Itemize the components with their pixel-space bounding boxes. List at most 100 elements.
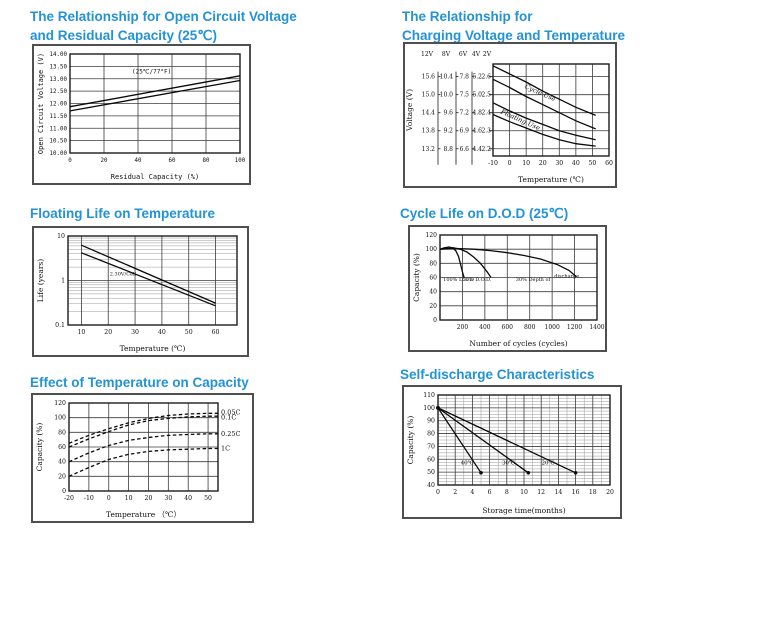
svg-text:10: 10 bbox=[77, 329, 85, 336]
svg-text:Capacity (%): Capacity (%) bbox=[35, 423, 44, 472]
chart-box-charging-voltage-vs-temperature: -10 0 10 20 30 40 50 60 12V 15.6 15.0 14.4 13.8 13.2 8… bbox=[403, 42, 617, 188]
svg-text:2: 2 bbox=[453, 489, 457, 496]
svg-text:60: 60 bbox=[429, 275, 437, 282]
svg-text:8V: 8V bbox=[442, 51, 451, 58]
svg-text:0.05C: 0.05C bbox=[221, 409, 240, 417]
svg-text:30% Depth of: 30% Depth of bbox=[516, 277, 552, 283]
svg-text:13.8: 13.8 bbox=[422, 128, 436, 135]
svg-text:10: 10 bbox=[522, 160, 530, 167]
svg-text:Number of cycles (cycles): Number of cycles (cycles) bbox=[469, 339, 567, 348]
svg-text:50: 50 bbox=[185, 329, 193, 336]
svg-text:7.2: 7.2 bbox=[459, 110, 469, 117]
svg-text:20: 20 bbox=[58, 473, 66, 480]
svg-text:40: 40 bbox=[427, 482, 435, 489]
svg-text:60: 60 bbox=[427, 456, 435, 463]
svg-text:40: 40 bbox=[572, 160, 580, 167]
svg-text:6.6: 6.6 bbox=[459, 146, 469, 153]
svg-text:6V: 6V bbox=[459, 51, 468, 58]
svg-text:2.4: 2.4 bbox=[481, 110, 491, 117]
svg-text:4.6: 4.6 bbox=[472, 128, 482, 135]
svg-text:100: 100 bbox=[235, 158, 246, 164]
svg-text:2.30V/Cell: 2.30V/Cell bbox=[110, 272, 137, 278]
svg-text:30℃: 30℃ bbox=[502, 459, 515, 466]
svg-text:1000: 1000 bbox=[545, 324, 560, 331]
svg-text:200: 200 bbox=[457, 324, 469, 331]
svg-text:13.2: 13.2 bbox=[422, 146, 436, 153]
svg-text:50: 50 bbox=[427, 469, 435, 476]
svg-text:0: 0 bbox=[436, 489, 440, 496]
svg-text:80: 80 bbox=[58, 429, 66, 436]
svg-text:10.00: 10.00 bbox=[50, 151, 68, 157]
svg-text:100% D.O.D: 100% D.O.D bbox=[443, 277, 474, 283]
chart-canvas-cycle-life-vs-dod: 200 400 600 800 1000 1200 1400 0 20 40 60 80 100 120 1… bbox=[412, 232, 605, 348]
svg-text:80: 80 bbox=[429, 260, 437, 267]
svg-text:13.00: 13.00 bbox=[50, 77, 68, 83]
chart-title-line: The Relationship for bbox=[402, 9, 533, 24]
svg-text:Temperature (℃): Temperature (℃) bbox=[120, 344, 186, 353]
svg-text:1: 1 bbox=[61, 278, 65, 285]
svg-text:Cycle Use: Cycle Use bbox=[524, 82, 557, 103]
svg-text:40: 40 bbox=[135, 158, 142, 164]
svg-text:120: 120 bbox=[426, 232, 438, 239]
svg-text:1C: 1C bbox=[221, 444, 230, 452]
svg-text:100: 100 bbox=[423, 405, 435, 412]
svg-text:16: 16 bbox=[572, 489, 580, 496]
svg-text:30: 30 bbox=[131, 329, 139, 336]
chart-title-line: Floating Life on Temperature bbox=[30, 206, 216, 221]
svg-text:Voltage (V): Voltage (V) bbox=[405, 89, 414, 132]
svg-text:10.4: 10.4 bbox=[440, 74, 454, 81]
svg-text:4.8: 4.8 bbox=[472, 110, 482, 117]
svg-text:2.2: 2.2 bbox=[481, 146, 491, 153]
svg-text:2.3: 2.3 bbox=[481, 128, 491, 135]
svg-text:110: 110 bbox=[423, 392, 435, 399]
svg-text:60: 60 bbox=[169, 158, 176, 164]
svg-text:2.5: 2.5 bbox=[481, 92, 491, 99]
svg-text:9.2: 9.2 bbox=[443, 128, 453, 135]
svg-text:10: 10 bbox=[520, 489, 528, 496]
svg-text:4.4: 4.4 bbox=[472, 146, 482, 153]
svg-text:8: 8 bbox=[505, 489, 509, 496]
svg-text:6: 6 bbox=[488, 489, 492, 496]
svg-text:20: 20 bbox=[104, 329, 112, 336]
chart-canvas-temperature-effect-on-capacity: -20 -10 0 10 20 30 40 50 0 20 40 60 80 100 120 0.05C0.1… bbox=[35, 400, 240, 519]
svg-text:100: 100 bbox=[426, 246, 438, 253]
svg-text:40: 40 bbox=[58, 459, 66, 466]
chart-title-open-circuit-voltage-vs-residual-capacity: The Relationship for Open Circuit Voltag… bbox=[30, 8, 297, 45]
svg-text:-10: -10 bbox=[488, 160, 498, 167]
svg-text:Temperature （℃）: Temperature （℃） bbox=[106, 510, 181, 519]
svg-text:50% D.O.D.: 50% D.O.D. bbox=[463, 277, 492, 283]
svg-text:Life (years): Life (years) bbox=[36, 259, 45, 302]
svg-text:0: 0 bbox=[107, 495, 111, 502]
svg-text:10: 10 bbox=[125, 495, 133, 502]
svg-text:20: 20 bbox=[429, 303, 437, 310]
svg-text:0: 0 bbox=[433, 317, 437, 324]
chart-title-temperature-effect-on-capacity: Effect of Temperature on Capacity bbox=[30, 374, 249, 393]
svg-text:20℃: 20℃ bbox=[542, 459, 555, 466]
svg-text:10: 10 bbox=[57, 233, 65, 240]
chart-title-line: Effect of Temperature on Capacity bbox=[30, 375, 249, 390]
chart-title-self-discharge-characteristics: Self-discharge Characteristics bbox=[400, 366, 594, 385]
chart-box-floating-life-vs-temperature: 10 20 30 40 50 60 0.1 1 10 2.30V/Cell Temperature … bbox=[32, 226, 249, 357]
svg-text:0.1: 0.1 bbox=[55, 322, 65, 329]
svg-text:discharge: discharge bbox=[554, 274, 579, 280]
svg-text:20: 20 bbox=[606, 489, 614, 496]
svg-text:40: 40 bbox=[184, 495, 192, 502]
svg-text:10.0: 10.0 bbox=[440, 92, 454, 99]
chart-box-self-discharge-characteristics: 0 2 4 6 8 10 12 14 16 18 20 40 50 60 70 80 90 100 110 40℃ 30… bbox=[402, 385, 622, 519]
svg-text:0: 0 bbox=[68, 158, 72, 164]
svg-text:60: 60 bbox=[605, 160, 613, 167]
svg-text:0: 0 bbox=[62, 488, 66, 495]
chart-title-line: Cycle Life on D.O.D (25℃) bbox=[400, 206, 569, 221]
svg-text:6.9: 6.9 bbox=[459, 128, 469, 135]
svg-text:50: 50 bbox=[204, 495, 212, 502]
svg-text:40: 40 bbox=[429, 289, 437, 296]
svg-text:40℃: 40℃ bbox=[461, 459, 474, 466]
svg-text:20: 20 bbox=[101, 158, 108, 164]
svg-text:-20: -20 bbox=[64, 495, 74, 502]
chart-box-temperature-effect-on-capacity: -20 -10 0 10 20 30 40 50 0 20 40 60 80 100 120 0.05C 0.1… bbox=[31, 393, 254, 523]
chart-title-line: The Relationship for Open Circuit Voltag… bbox=[30, 9, 297, 24]
svg-text:15.6: 15.6 bbox=[422, 74, 436, 81]
svg-text:7.5: 7.5 bbox=[459, 92, 469, 99]
svg-text:10.50: 10.50 bbox=[50, 139, 68, 145]
svg-text:11.00: 11.00 bbox=[50, 126, 68, 132]
